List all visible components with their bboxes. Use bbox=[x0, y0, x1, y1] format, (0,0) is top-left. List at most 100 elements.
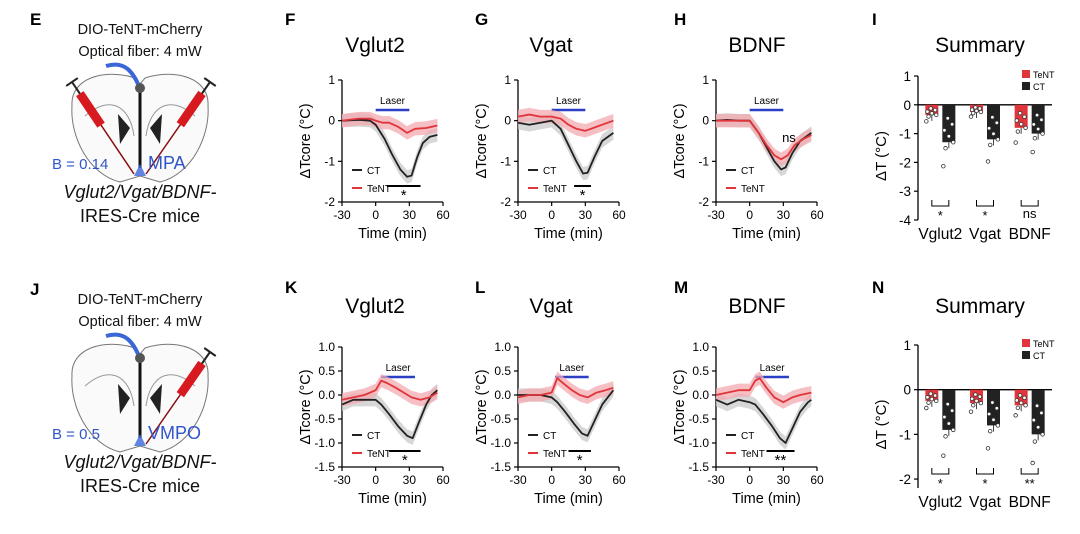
ventricle-shapes bbox=[118, 384, 162, 414]
ct-bar-point bbox=[1031, 417, 1036, 423]
panel-title: BDNF bbox=[728, 295, 785, 318]
panel-letter: G bbox=[475, 10, 488, 29]
x-tick-label: 60 bbox=[436, 473, 450, 487]
region-label: MPA bbox=[148, 153, 186, 173]
tent-bar-point bbox=[926, 400, 931, 405]
tent-bar-point bbox=[1013, 413, 1018, 418]
y-axis-label: ΔTcore (°C) bbox=[298, 103, 314, 178]
trace-panel-L: L Vgat 1.0 0.5 0.0 -0.5 -1.0 -1.5-30 0 30 60 Time (… bbox=[474, 278, 626, 507]
ct-bar-point bbox=[988, 142, 993, 148]
panel-letter: N bbox=[872, 278, 884, 297]
ventricle-shapes bbox=[118, 114, 162, 144]
y-axis-label: ΔT (°C) bbox=[873, 400, 890, 450]
tent-bar-point bbox=[968, 114, 974, 119]
category-label: Vgat bbox=[969, 226, 1002, 243]
syringe-left-plunger-cap bbox=[65, 77, 79, 87]
legend-ct-swatch bbox=[1022, 351, 1030, 359]
tent-bar-point bbox=[971, 403, 976, 408]
tent-trace bbox=[715, 377, 812, 404]
syringe-right-plunger bbox=[201, 81, 211, 95]
y-tick-label: -2 bbox=[899, 472, 911, 487]
bregma-label: B = 0.14 bbox=[52, 156, 108, 173]
legend-ct-label: CT bbox=[543, 166, 556, 177]
y-tick-label: 0.5 bbox=[692, 364, 709, 378]
y-tick-label: 0.0 bbox=[318, 388, 335, 402]
significance-label: * bbox=[938, 208, 943, 223]
ct-bar-point bbox=[1034, 112, 1040, 118]
tent-bar-point bbox=[925, 109, 930, 114]
light-cone bbox=[134, 164, 146, 176]
x-tick-label: 30 bbox=[777, 208, 791, 222]
y-tick-label: -2 bbox=[899, 155, 911, 170]
ct-bar-point bbox=[949, 408, 955, 413]
tent-trace bbox=[517, 113, 614, 132]
syringe-left-plunger bbox=[71, 81, 81, 95]
y-tick-label: -1.0 bbox=[688, 436, 709, 450]
panel-title: Vgat bbox=[529, 295, 572, 318]
tent-bar-point bbox=[1023, 125, 1028, 131]
fiber-ferrule bbox=[135, 353, 145, 363]
legend-ct-label: CT bbox=[1033, 82, 1045, 92]
ct-bar-point bbox=[943, 146, 948, 151]
ct-bar-point bbox=[995, 423, 1001, 428]
x-axis-label: Time (min) bbox=[534, 226, 603, 242]
y-tick-label: 0 bbox=[702, 114, 709, 128]
panel-letter: E bbox=[30, 10, 41, 29]
ct-bar bbox=[1031, 389, 1045, 435]
ct-bar-point bbox=[991, 417, 996, 422]
legend-ct-label: CT bbox=[741, 166, 754, 177]
x-tick-label: 60 bbox=[436, 208, 450, 222]
y-axis-label: ΔTcore (°C) bbox=[474, 369, 490, 444]
x-tick-label: 30 bbox=[579, 208, 593, 222]
y-axis-label: ΔT (°C) bbox=[873, 131, 890, 181]
y-tick-label: -0.5 bbox=[688, 412, 709, 426]
tent-bar-point bbox=[1022, 114, 1027, 119]
panel-letter: J bbox=[30, 280, 39, 299]
tent-bar-point bbox=[929, 111, 935, 116]
tent-bar-point bbox=[1017, 393, 1023, 398]
x-tick-label: 0 bbox=[746, 208, 753, 222]
y-tick-label: -3 bbox=[899, 184, 911, 199]
tent-bar-point bbox=[1023, 403, 1028, 408]
y-tick-label: -2 bbox=[324, 195, 335, 209]
ct-bar-point bbox=[941, 164, 946, 169]
legend-ct-label: CT bbox=[1033, 351, 1045, 361]
ct-bar-point bbox=[985, 446, 991, 451]
legend-tent-label: TeNT bbox=[367, 449, 391, 460]
x-axis-label: Time (min) bbox=[732, 491, 801, 507]
legend-tent-label: TeNT bbox=[543, 449, 567, 460]
tent-bar-point bbox=[969, 396, 975, 402]
x-tick-label: -30 bbox=[509, 473, 527, 487]
ct-bar-point bbox=[942, 128, 947, 133]
ct-trace bbox=[341, 389, 438, 440]
ct-sem-band bbox=[518, 113, 614, 181]
legend-ct-label: CT bbox=[543, 431, 556, 442]
x-tick-label: 0 bbox=[372, 473, 379, 487]
y-tick-label: 0 bbox=[903, 98, 911, 113]
syringe-left-barrel bbox=[76, 91, 105, 128]
ct-bar bbox=[942, 389, 956, 430]
ct-bar-point bbox=[986, 411, 992, 417]
ct-bar-point bbox=[994, 406, 999, 411]
panel-title: Vglut2 bbox=[345, 295, 405, 318]
y-tick-label: 0 bbox=[328, 114, 335, 128]
y-tick-label: 1.0 bbox=[318, 340, 335, 354]
light-cone bbox=[134, 434, 146, 446]
laser-label: Laser bbox=[386, 363, 412, 374]
laser-label: Laser bbox=[760, 363, 786, 374]
tent-bar-point bbox=[934, 398, 939, 404]
x-tick-label: -30 bbox=[333, 208, 351, 222]
y-axis-label: ΔTcore (°C) bbox=[298, 369, 314, 444]
ct-bar-point bbox=[1030, 149, 1035, 155]
ct-bar-point bbox=[943, 434, 948, 439]
laser-label: Laser bbox=[559, 363, 585, 374]
x-axis-label: Time (min) bbox=[358, 226, 427, 242]
legend-tent-label: TeNT bbox=[543, 184, 567, 195]
y-tick-label: 0 bbox=[903, 383, 911, 398]
significance-label: * bbox=[401, 187, 407, 204]
bregma-label: B = 0.5 bbox=[52, 426, 100, 443]
ct-bar-point bbox=[1035, 425, 1041, 430]
ct-bar-point bbox=[1031, 122, 1036, 127]
ct-bar-point bbox=[1034, 403, 1040, 408]
x-tick-label: 60 bbox=[612, 473, 626, 487]
